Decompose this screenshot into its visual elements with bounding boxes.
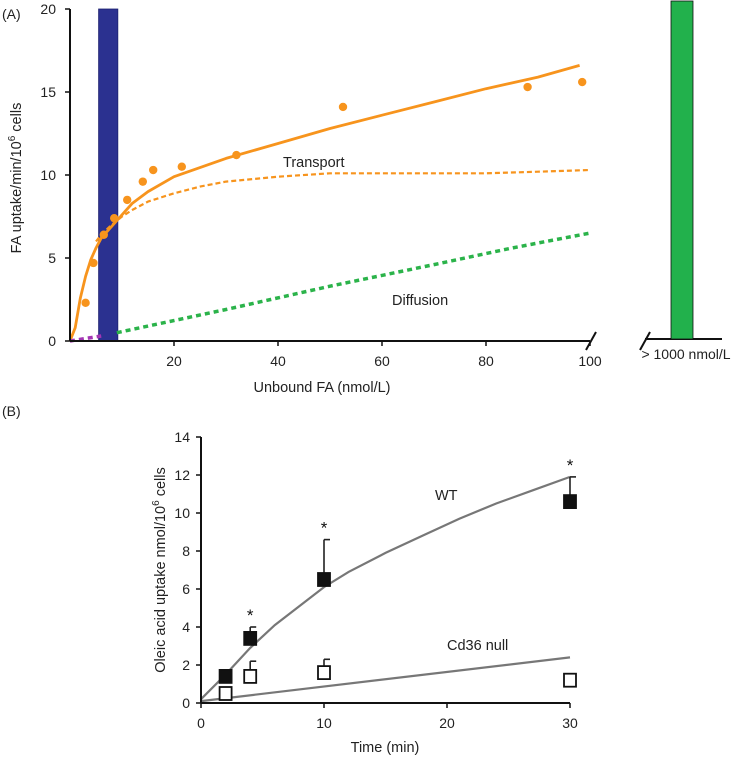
data-point (110, 213, 119, 223)
y-tick-label: 10 (174, 505, 190, 521)
x-tick-label: 10 (316, 715, 332, 731)
series-line-total-fit (68, 64, 580, 342)
transport-annotation: Transport (283, 155, 345, 171)
data-point (232, 150, 241, 160)
y-tick-label: 15 (40, 84, 56, 100)
x-tick-label: 0 (197, 715, 205, 731)
panel-b-error-bars (224, 476, 576, 694)
y-tick-label: 20 (40, 1, 56, 17)
panel-a-inset-break-mark (639, 331, 651, 351)
panel-a-series (68, 64, 591, 343)
x-tick-label: 40 (270, 353, 286, 369)
data-point (123, 195, 132, 205)
series-line-transport (95, 168, 591, 243)
y-tick-label: 8 (182, 543, 190, 559)
y-tick-label: 4 (182, 619, 190, 635)
data-point (99, 230, 109, 239)
fit-line-cd36-null (200, 656, 571, 703)
fit-line-wt (200, 475, 571, 700)
panel-b-fit-lines (200, 475, 571, 703)
panel-b-significance: * * * (247, 456, 574, 625)
significance-star: * (567, 456, 574, 475)
x-tick-label: 60 (374, 353, 390, 369)
panel-a-break-inset: > 1000 nmol/L (639, 0, 731, 362)
diffusion-annotation: Diffusion (392, 293, 448, 309)
panel-b-label: (B) (2, 403, 21, 419)
y-tick-label: 10 (40, 167, 56, 183)
y-tick-label: 2 (182, 657, 190, 673)
data-point (338, 102, 348, 112)
wt-series-label: WT (435, 488, 458, 504)
y-tick-label: 14 (174, 429, 190, 445)
wt-data-point (563, 494, 577, 510)
panel-a-points (81, 77, 587, 308)
panel-b-y-ticks: 0 2 4 6 8 10 12 14 (174, 429, 201, 711)
x-tick-label: 30 (562, 715, 578, 731)
cd36-null-series-label: Cd36 null (447, 638, 508, 654)
x-tick-label: 80 (478, 353, 494, 369)
data-point (578, 77, 587, 87)
cd36-null-data-point (563, 672, 577, 688)
panel-a-y-ticks: 0 5 10 15 20 (40, 1, 70, 349)
panel-b-y-axis-label: Oleic acid uptake nmol/106 cells (151, 467, 169, 672)
significance-star: * (247, 606, 254, 625)
panel-b-x-ticks: 0 10 20 30 (197, 703, 578, 731)
panel-b-x-axis-label: Time (min) (351, 740, 420, 756)
wt-data-point (218, 669, 233, 684)
cd36-null-data-point (243, 669, 258, 684)
panel-b-points (218, 494, 577, 701)
y-tick-label: 12 (174, 467, 190, 483)
cd36-null-data-point (218, 686, 233, 701)
panel-b: (B) * * * 0 2 4 6 8 10 12 14 0 10 20 30 Oleic acid u… (2, 403, 578, 756)
data-point (177, 162, 186, 171)
panel-a: (A) 0 5 10 15 20 20 40 60 80 100 FA uptake/min/1… (2, 0, 731, 396)
y-tick-label: 0 (48, 333, 56, 349)
data-point (81, 298, 90, 308)
wt-data-point (243, 631, 258, 646)
data-point (149, 165, 158, 175)
wt-data-point (317, 572, 331, 587)
panel-a-y-axis-label: FA uptake/min/106 cells (7, 103, 25, 254)
x-tick-label: 20 (439, 715, 455, 731)
panel-a-bars (98, 8, 119, 342)
panel-a-axis-break-mark (585, 331, 597, 351)
cd36-null-data-point (317, 665, 331, 680)
y-tick-label: 0 (182, 695, 190, 711)
x-tick-label: 20 (166, 353, 182, 369)
significance-star: * (321, 519, 328, 538)
y-tick-label: 6 (182, 581, 190, 597)
bar-blue-range (98, 8, 119, 342)
break-bar-label: > 1000 nmol/L (641, 346, 730, 362)
panel-a-x-axis-label: Unbound FA (nmol/L) (253, 380, 390, 396)
break-bar-over-1000 (670, 0, 694, 340)
series-line-diffusion (116, 231, 591, 335)
y-tick-label: 5 (48, 250, 56, 266)
data-point (89, 258, 98, 268)
data-point (523, 82, 532, 92)
panel-a-label: (A) (2, 6, 21, 22)
data-point (138, 177, 147, 186)
panel-a-x-ticks: 20 40 60 80 100 (166, 341, 602, 369)
x-tick-label: 100 (578, 353, 602, 369)
